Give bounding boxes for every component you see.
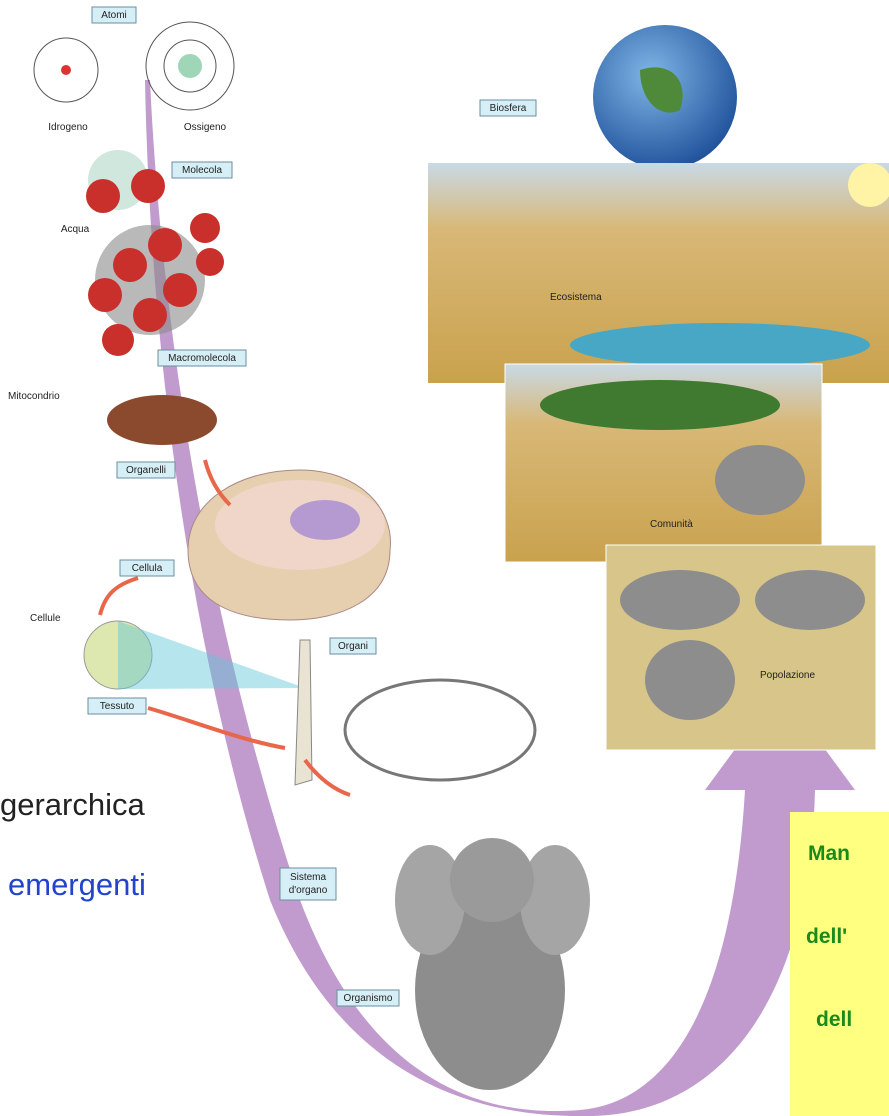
skeleton xyxy=(343,678,537,782)
label: Organismo xyxy=(344,993,393,1004)
molecules-illustration xyxy=(86,150,224,356)
elephant-group xyxy=(755,570,865,630)
label: Atomi xyxy=(101,10,127,21)
elephants xyxy=(715,445,805,515)
arrows xyxy=(98,459,351,797)
label: Cellula xyxy=(132,563,163,574)
label: Tessuto xyxy=(100,701,135,712)
continent xyxy=(640,67,683,113)
label: Idrogeno xyxy=(48,122,88,133)
label: Mitocondrio xyxy=(8,391,60,402)
label: Popolazione xyxy=(760,670,815,681)
callout-line: Man xyxy=(808,842,850,865)
labels: Atomi Idrogeno Ossigeno Molecola Acqua M… xyxy=(8,6,815,1007)
water xyxy=(570,323,870,367)
label: Comunità xyxy=(650,519,693,530)
label: d'organo xyxy=(289,885,328,896)
label: Acqua xyxy=(61,224,90,235)
bone xyxy=(294,639,313,786)
label: Organelli xyxy=(126,465,166,476)
label: Ossigeno xyxy=(184,122,227,133)
label: Ecosistema xyxy=(550,292,602,303)
mitochondrion xyxy=(107,395,217,445)
callout-line: dell xyxy=(816,1008,852,1031)
tree xyxy=(540,380,780,430)
tissue xyxy=(83,620,153,690)
label: Organi xyxy=(338,641,368,652)
label: Biosfera xyxy=(490,103,527,114)
callout-box xyxy=(790,812,889,1116)
label: Sistema xyxy=(290,872,327,883)
elephant-group xyxy=(645,640,735,720)
slide-text: gerarchica xyxy=(0,787,145,822)
label: Macromolecola xyxy=(168,353,236,364)
callout-line: dell' xyxy=(806,925,847,948)
label: Molecola xyxy=(182,165,222,176)
atoms-illustration xyxy=(33,21,235,111)
nucleus xyxy=(290,500,360,540)
elephant xyxy=(395,838,590,1090)
sun xyxy=(848,163,889,207)
zoom-cone xyxy=(118,621,305,689)
elephant-group xyxy=(620,570,740,630)
slide-text: emergenti xyxy=(8,867,146,902)
label: Cellule xyxy=(30,613,61,624)
